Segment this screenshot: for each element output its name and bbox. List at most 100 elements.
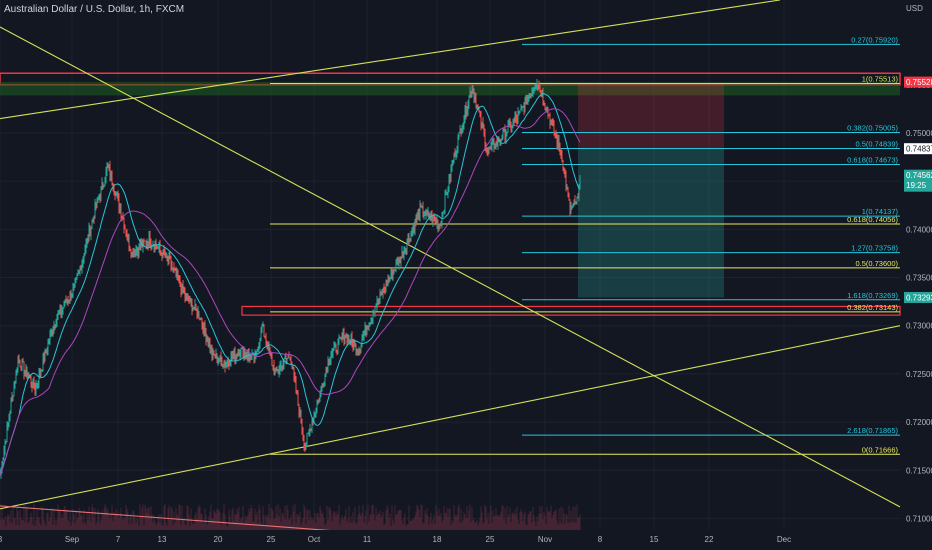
volume-bar bbox=[556, 520, 558, 530]
volume-bar bbox=[212, 518, 214, 530]
volume-bar bbox=[497, 514, 499, 530]
volume-bar bbox=[328, 507, 330, 530]
volume-bar bbox=[265, 515, 267, 530]
volume-bar bbox=[273, 518, 275, 530]
volume-bar bbox=[87, 519, 89, 530]
volume-bar bbox=[553, 511, 555, 530]
volume-bar bbox=[246, 516, 248, 530]
volume-bar bbox=[0, 504, 1, 530]
volume-bar bbox=[233, 520, 235, 530]
volume-bar bbox=[210, 504, 212, 530]
volume-bar bbox=[183, 517, 185, 530]
volume-bar bbox=[573, 522, 575, 530]
volume-bar bbox=[234, 514, 236, 530]
volume-bar bbox=[117, 511, 119, 530]
volume-bar bbox=[436, 511, 438, 530]
volume-bar bbox=[338, 504, 340, 530]
volume-bar bbox=[125, 505, 127, 530]
volume-bar bbox=[506, 505, 508, 530]
volume-bar bbox=[6, 516, 8, 530]
volume-bar bbox=[66, 509, 68, 530]
volume-bar bbox=[2, 518, 4, 530]
volume-bar bbox=[223, 504, 225, 530]
volume-bar bbox=[310, 516, 312, 530]
volume-bar bbox=[342, 519, 344, 530]
volume-bar bbox=[496, 515, 498, 530]
price-axis[interactable]: USD0.755000.750000.745000.740000.735000.… bbox=[904, 0, 932, 550]
volume-bar bbox=[305, 524, 307, 530]
fib-level-label: 0.5(0.73600) bbox=[855, 259, 898, 268]
volume-bar bbox=[494, 515, 496, 530]
volume-bar bbox=[378, 513, 380, 530]
volume-bar bbox=[373, 513, 375, 530]
time-tick-label: 15 bbox=[650, 535, 659, 544]
volume-bar bbox=[301, 521, 303, 530]
volume-bar bbox=[198, 504, 200, 530]
volume-bar bbox=[135, 523, 137, 530]
volume-bar bbox=[511, 512, 513, 530]
volume-bar bbox=[58, 510, 60, 530]
volume-bar bbox=[230, 523, 232, 530]
volume-bar bbox=[29, 517, 31, 530]
volume-bar bbox=[372, 504, 374, 530]
volume-bar bbox=[343, 517, 345, 530]
price-tag bbox=[904, 169, 932, 192]
volume-bar bbox=[122, 520, 124, 530]
trendlines[interactable] bbox=[0, 0, 901, 534]
volume-bar bbox=[157, 516, 159, 530]
volume-bar bbox=[90, 521, 92, 530]
volume-bar bbox=[161, 525, 163, 530]
fib-level-label: 1.618(0.73269) bbox=[847, 291, 898, 300]
volume-bar bbox=[4, 516, 6, 530]
volume-bar bbox=[130, 513, 132, 530]
volume-bar bbox=[165, 522, 167, 530]
volume-bar bbox=[189, 525, 191, 530]
volume-bar bbox=[546, 506, 548, 530]
volume-bar bbox=[250, 504, 252, 530]
volume-bar bbox=[303, 504, 305, 530]
volume-bar bbox=[222, 512, 224, 530]
fib-level-label: 2.618(0.71865) bbox=[847, 426, 898, 435]
volume-bar bbox=[528, 513, 530, 530]
volume-bar bbox=[462, 519, 464, 530]
volume-bar bbox=[376, 515, 378, 530]
time-axis[interactable]: 3 Sep 7 13 20 25 Oct 11 18 25 Nov 8 15 22 Dec bbox=[0, 530, 932, 550]
volume-bar bbox=[407, 523, 409, 530]
volume-bar bbox=[101, 510, 103, 530]
volume-bar bbox=[129, 516, 131, 530]
volume-bar bbox=[0, 519, 2, 530]
time-tick-label: 25 bbox=[267, 535, 276, 544]
fibonacci-levels[interactable]: 0.27(0.75920) 1(0.75513) 0.382(0.75005) 0.5… bbox=[270, 35, 900, 455]
price-candles bbox=[0, 79, 581, 479]
volume-bar bbox=[201, 513, 203, 530]
volume-bar bbox=[459, 522, 461, 530]
volume-bar bbox=[33, 504, 35, 530]
time-tick-label: 11 bbox=[363, 535, 372, 544]
volume-bar bbox=[505, 523, 507, 530]
fib-level-label: 0.27(0.75920) bbox=[851, 35, 898, 44]
time-tick-label: 3 bbox=[0, 535, 3, 544]
volume-bar bbox=[226, 525, 228, 530]
fib-level-label: 0.382(0.73143) bbox=[847, 303, 898, 312]
volume-bar bbox=[416, 505, 418, 530]
short-position-tool[interactable] bbox=[578, 83, 724, 298]
volume-bar bbox=[41, 506, 43, 530]
volume-bar bbox=[288, 519, 290, 530]
volume-bar bbox=[95, 524, 97, 530]
volume-bar bbox=[447, 517, 449, 530]
time-tick-label: 20 bbox=[214, 535, 223, 544]
volume-bar bbox=[321, 513, 323, 530]
volume-bar bbox=[119, 513, 121, 530]
volume-bar bbox=[431, 523, 433, 530]
volume-bar bbox=[570, 510, 572, 530]
volume-bar bbox=[286, 505, 288, 530]
volume-bar bbox=[515, 514, 517, 530]
volume-bar bbox=[502, 506, 504, 530]
volume-bar bbox=[536, 516, 538, 530]
volume-bar bbox=[126, 508, 128, 530]
